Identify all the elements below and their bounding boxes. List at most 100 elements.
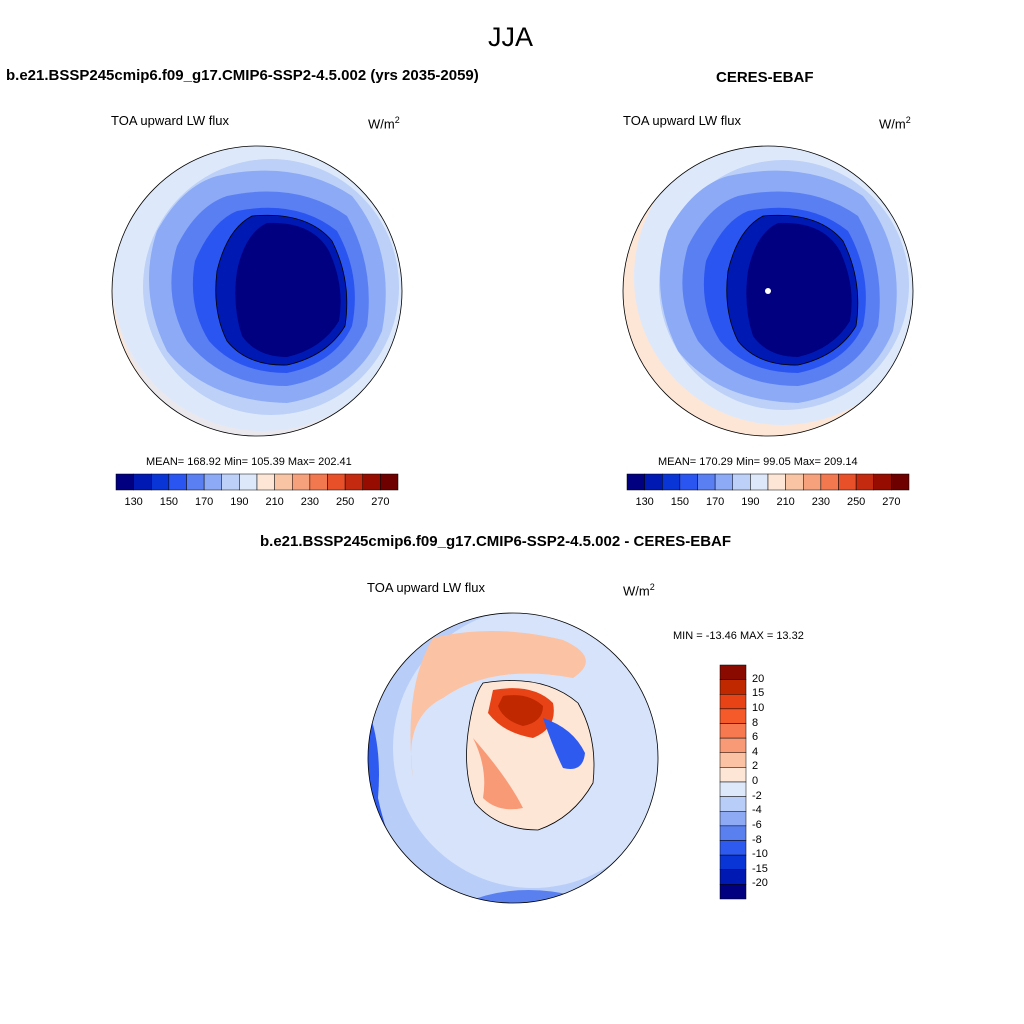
diff-variable-label: TOA upward LW flux <box>367 580 486 595</box>
obs-colorbar-tick: 190 <box>741 496 760 508</box>
model-colorbar-box <box>256 473 275 491</box>
model-colorbar-tick: 130 <box>124 496 143 508</box>
model-colorbar-tick: 170 <box>194 496 214 508</box>
diff-colorbar-box <box>719 840 747 856</box>
model-colorbar-box <box>309 473 328 491</box>
diff-colorbar-box <box>719 723 747 739</box>
diff-colorbar-box <box>719 767 747 783</box>
obs-colorbar-box <box>714 473 733 491</box>
diff-polar-map <box>367 612 659 904</box>
model-colorbar-tick: 250 <box>335 496 355 508</box>
obs-colorbar-tick: 130 <box>635 496 654 508</box>
model-colorbar-ticks: 130 150 170 190 210 230 250 270 <box>116 496 398 510</box>
diff-colorbar-box <box>719 825 747 841</box>
diff-colorbar-box <box>719 781 747 797</box>
model-colorbar-box <box>186 473 205 491</box>
model-colorbar-box <box>292 473 311 491</box>
model-units-label: W/m2 <box>368 115 400 132</box>
obs-units-label: W/m2 <box>879 115 911 132</box>
diff-colorbar-box <box>719 884 747 900</box>
diff-colorbar-box <box>719 694 747 710</box>
diff-colorbar-tick: 8 <box>752 716 759 729</box>
diff-colorbar-tick: 10 <box>752 701 765 714</box>
diff-colorbar-tick: 20 <box>752 672 765 685</box>
diff-colorbar-tick: -8 <box>752 833 762 846</box>
model-stats: MEAN= 168.92 Min= 105.39 Max= 202.41 <box>146 456 352 468</box>
diff-units-label: W/m2 <box>623 582 655 599</box>
obs-colorbar-box <box>820 473 839 491</box>
model-colorbar-box <box>151 473 170 491</box>
model-colorbar-box <box>133 473 152 491</box>
obs-colorbar-tick: 210 <box>776 496 795 508</box>
obs-stats: MEAN= 170.29 Min= 99.05 Max= 209.14 <box>658 456 858 468</box>
diff-colorbar-tick: 6 <box>752 731 759 744</box>
model-colorbar-box <box>362 473 381 491</box>
diff-colorbar-tick: -15 <box>752 862 768 875</box>
obs-colorbar <box>626 473 910 491</box>
diff-panel-title: b.e21.BSSP245cmip6.f09_g17.CMIP6-SSP2-4.… <box>260 533 732 550</box>
diff-colorbar-tick: -2 <box>752 789 762 802</box>
obs-polar-map <box>622 145 914 437</box>
obs-colorbar-box <box>855 473 874 491</box>
model-colorbar-box <box>380 473 399 491</box>
obs-colorbar-box <box>750 473 769 491</box>
diff-colorbar-tick: 15 <box>752 687 765 700</box>
model-panel-title: b.e21.BSSP245cmip6.f09_g17.CMIP6-SSP2-4.… <box>6 67 479 84</box>
diff-colorbar-box <box>719 708 747 724</box>
model-colorbar-box <box>274 473 293 491</box>
model-colorbar-tick: 150 <box>159 496 179 508</box>
obs-colorbar-box <box>803 473 822 491</box>
diff-colorbar <box>719 664 747 900</box>
model-variable-label: TOA upward LW flux <box>111 113 230 128</box>
obs-colorbar-box <box>873 473 892 491</box>
obs-colorbar-box <box>644 473 663 491</box>
model-colorbar <box>115 473 399 491</box>
obs-colorbar-box <box>891 473 910 491</box>
obs-colorbar-box <box>662 473 681 491</box>
diff-colorbar-tick: -6 <box>752 818 762 831</box>
model-colorbar-box <box>203 473 222 491</box>
figure-title: JJA <box>488 22 534 52</box>
diff-colorbar-box <box>719 854 747 870</box>
diff-colorbar-ticks: 20 15 10 8 6 4 2 0 -2 -4 -6 -8 -10 -15 -20 <box>752 665 792 899</box>
diff-colorbar-box <box>719 679 747 695</box>
diff-colorbar-tick: 4 <box>752 745 759 758</box>
obs-colorbar-box <box>679 473 698 491</box>
obs-colorbar-box <box>785 473 804 491</box>
obs-colorbar-tick: 150 <box>670 496 690 508</box>
obs-colorbar-box <box>767 473 786 491</box>
obs-panel-title: CERES-EBAF <box>716 69 814 86</box>
diff-colorbar-tick: 0 <box>752 775 759 787</box>
model-colorbar-tick: 210 <box>265 496 284 508</box>
model-colorbar-tick: 190 <box>230 496 249 508</box>
obs-colorbar-ticks: 130 150 170 190 210 230 250 270 <box>627 496 909 510</box>
model-colorbar-box <box>327 473 346 491</box>
obs-variable-label: TOA upward LW flux <box>623 113 742 128</box>
model-colorbar-box <box>344 473 363 491</box>
obs-colorbar-box <box>626 473 645 491</box>
diff-colorbar-tick: 2 <box>752 760 759 773</box>
diff-colorbar-tick: -20 <box>752 877 768 890</box>
diff-colorbar-box <box>719 869 747 885</box>
diff-colorbar-tick: -4 <box>752 804 762 817</box>
obs-colorbar-tick: 250 <box>846 496 866 508</box>
model-colorbar-box <box>115 473 134 491</box>
obs-colorbar-tick: 170 <box>705 496 725 508</box>
model-polar-map <box>111 145 403 437</box>
obs-colorbar-box <box>697 473 716 491</box>
model-colorbar-tick: 270 <box>371 496 390 508</box>
obs-colorbar-box <box>838 473 857 491</box>
model-colorbar-box <box>221 473 240 491</box>
model-colorbar-box <box>239 473 258 491</box>
diff-colorbar-box <box>719 752 747 768</box>
model-colorbar-tick: 230 <box>300 496 320 508</box>
obs-colorbar-tick: 270 <box>882 496 901 508</box>
diff-colorbar-box <box>719 811 747 827</box>
obs-colorbar-box <box>732 473 751 491</box>
diff-colorbar-tick: -10 <box>752 848 768 861</box>
diff-colorbar-box <box>719 796 747 812</box>
diff-colorbar-box <box>719 737 747 753</box>
diff-stats: MIN = -13.46 MAX = 13.32 <box>673 630 804 642</box>
diff-colorbar-box <box>719 664 747 680</box>
model-colorbar-box <box>168 473 187 491</box>
